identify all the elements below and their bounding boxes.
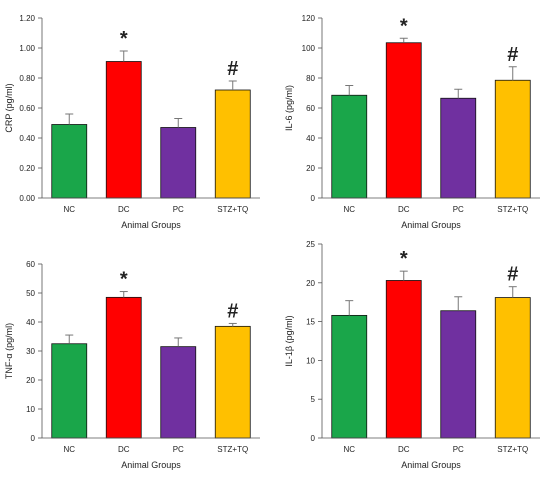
x-axis-title: Animal Groups [401,460,461,470]
significance-mark: * [400,248,408,270]
y-tick-label: 5 [311,395,316,404]
significance-mark: * [400,15,408,37]
y-tick-label: 0.60 [19,104,35,113]
significance-mark: # [227,58,238,80]
bar-nc [331,94,368,199]
bar-nc [331,314,368,439]
y-tick-label: 1.00 [19,44,35,53]
y-tick-label: 0 [31,434,36,443]
chart-panel-1: 0.00 0.20 0.40 0.60 0.80 1.00 1.20 NC * DC PC # STZ+… [4,14,260,230]
bar-dc [105,61,142,199]
significance-mark: # [227,300,238,322]
y-tick-label: 80 [306,74,315,83]
y-tick-label: 1.20 [19,14,35,23]
bar-stztq [494,297,531,439]
y-tick-label: 60 [26,260,35,269]
x-axis-title: Animal Groups [121,460,181,470]
y-tick-label: 0.40 [19,134,35,143]
x-tick-label: DC [118,205,130,214]
bar-stztq [214,325,251,439]
bar-pc [160,346,197,439]
y-tick-label: 50 [26,289,35,298]
x-tick-label: DC [398,205,410,214]
x-tick-label: PC [173,445,184,454]
x-tick-label: PC [173,205,184,214]
bar-nc [51,343,88,439]
x-tick-label: NC [343,205,355,214]
y-tick-label: 0 [311,434,316,443]
x-tick-label: NC [63,445,75,454]
y-tick-label: 10 [26,405,35,414]
chart-panel-4: 0 5 10 15 20 25 NC * DC PC # STZ+TQ Animal Groups IL-… [284,240,540,470]
bar-dc [105,296,142,439]
x-tick-label: STZ+TQ [217,445,248,454]
significance-mark: * [120,28,128,50]
y-tick-label: 0.00 [19,194,35,203]
bar-stztq [214,89,251,199]
y-tick-label: 40 [306,134,315,143]
y-axis-title: TNF-α (pg/ml) [4,323,14,379]
bar-dc [385,280,422,439]
bar-nc [51,124,88,199]
y-tick-label: 10 [306,356,315,365]
x-tick-label: STZ+TQ [217,205,248,214]
bar-stztq [494,79,531,199]
x-tick-label: STZ+TQ [497,205,528,214]
chart-panel-3: 0 10 20 30 40 50 60 NC * DC PC # STZ+TQ Animal Groups… [4,260,260,470]
x-tick-label: NC [343,445,355,454]
y-tick-label: 0.20 [19,164,35,173]
x-tick-label: DC [398,445,410,454]
y-axis-title: IL-6 (pg/ml) [284,85,294,131]
bar-pc [440,97,477,199]
bar-pc [440,310,477,439]
y-tick-label: 20 [306,164,315,173]
x-tick-label: STZ+TQ [497,445,528,454]
y-axis-title: IL-1β (pg/ml) [284,315,294,366]
y-tick-label: 20 [26,376,35,385]
x-tick-label: PC [453,205,464,214]
y-tick-label: 60 [306,104,315,113]
chart-panel-2: 0 20 40 60 80 100 120 NC * DC PC # STZ+TQ Animal Grou… [284,14,540,230]
x-tick-label: DC [118,445,130,454]
y-tick-label: 0 [311,194,316,203]
y-tick-label: 0.80 [19,74,35,83]
y-tick-label: 30 [26,347,35,356]
y-tick-label: 120 [302,14,316,23]
bar-dc [385,42,422,199]
x-axis-title: Animal Groups [401,220,461,230]
y-tick-label: 15 [306,318,315,327]
significance-mark: # [507,44,518,66]
bar-pc [160,127,197,199]
x-tick-label: PC [453,445,464,454]
x-axis-title: Animal Groups [121,220,181,230]
x-tick-label: NC [63,205,75,214]
significance-mark: * [120,269,128,291]
y-tick-label: 40 [26,318,35,327]
y-tick-label: 20 [306,279,315,288]
y-axis-title: CRP (pg/ml) [4,83,14,132]
significance-mark: # [507,264,518,286]
y-tick-label: 100 [302,44,316,53]
y-tick-label: 25 [306,240,315,249]
